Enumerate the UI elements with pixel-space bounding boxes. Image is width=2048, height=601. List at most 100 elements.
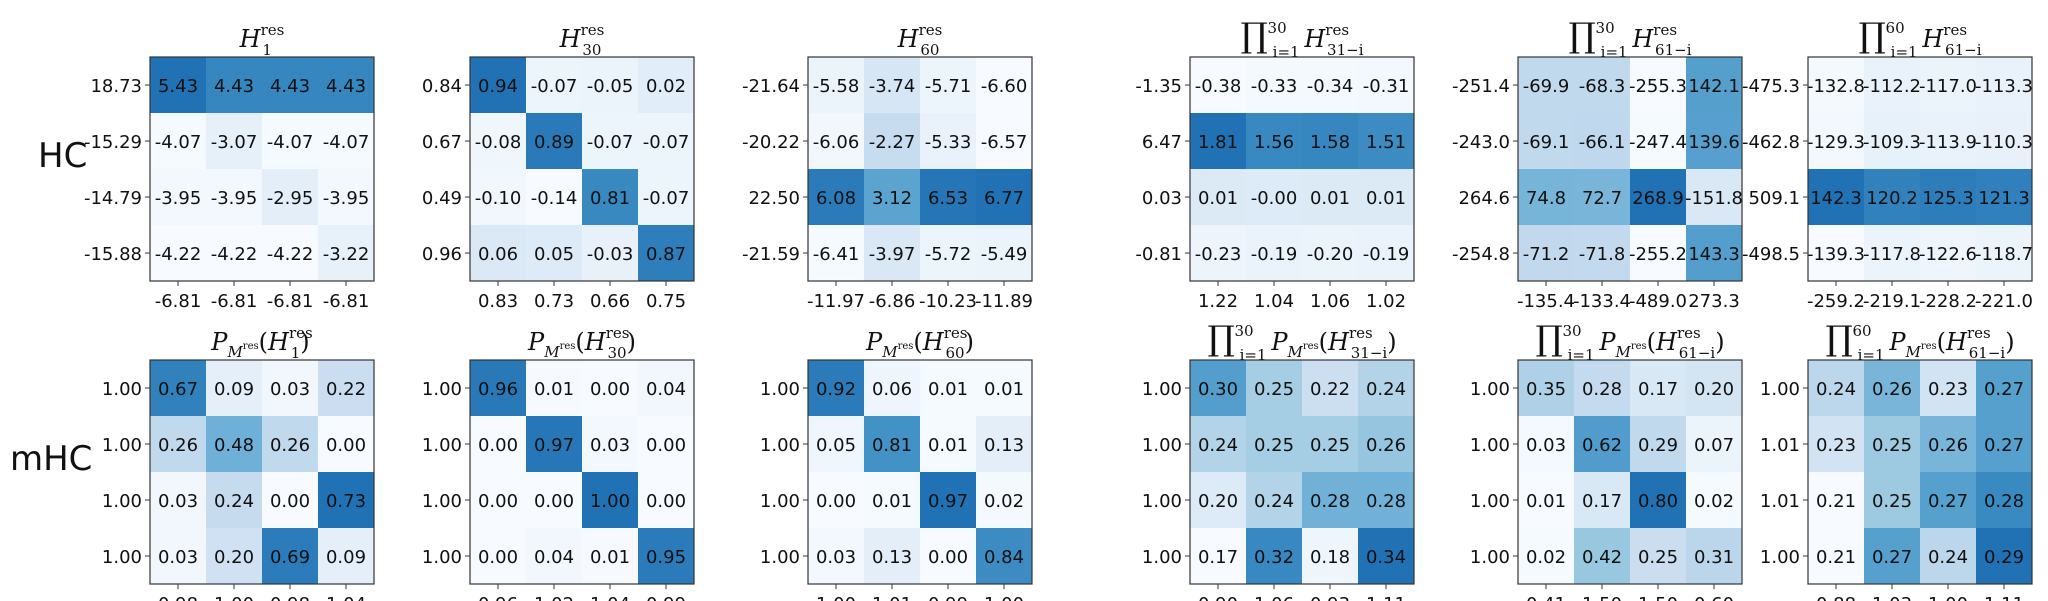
cell-value-label: 0.97 <box>534 435 574 456</box>
row-sum-label: 1.00 <box>1142 435 1182 456</box>
heatmap-cell <box>206 169 262 225</box>
col-sum-label: 1.04 <box>590 594 630 601</box>
heatmap-cell <box>920 113 976 169</box>
cell-value-label: -151.8 <box>1685 188 1743 209</box>
cell-value-label: -0.20 <box>1307 244 1354 265</box>
cell-value-label: -0.14 <box>531 188 578 209</box>
heatmap-cell <box>1808 360 1864 416</box>
cell-value-label: -109.3 <box>1863 132 1921 153</box>
cell-value-label: 0.28 <box>1582 379 1622 400</box>
cell-value-label: 0.25 <box>1638 547 1678 568</box>
heatmap-cell <box>262 472 318 528</box>
cell-value-label: -117.8 <box>1863 244 1921 265</box>
cell-value-label: 4.43 <box>214 76 254 97</box>
col-sum-label: 0.99 <box>646 594 686 601</box>
cell-value-label: -69.1 <box>1523 132 1570 153</box>
cell-value-label: -66.1 <box>1579 132 1626 153</box>
cell-value-label: -2.27 <box>869 132 916 153</box>
heatmap-cell <box>864 416 920 472</box>
heatmap-cell <box>470 225 526 281</box>
heatmap-cell <box>864 169 920 225</box>
col-sum-label: -259.2 <box>1807 291 1865 312</box>
heatmap-cell <box>920 472 976 528</box>
cell-value-label: -4.22 <box>211 244 258 265</box>
heatmap-cell <box>150 57 206 113</box>
col-sum-label: 1.00 <box>816 594 856 601</box>
heatmap-cell <box>470 528 526 584</box>
heatmap-cell <box>470 360 526 416</box>
heatmap-cell <box>1518 416 1574 472</box>
panel-title: ∏30 i=1 PMres(Hres 61−i) <box>1535 319 1724 364</box>
heatmap-cell <box>864 472 920 528</box>
heatmap-cell <box>582 113 638 169</box>
cell-value-label: 0.05 <box>534 244 574 265</box>
cell-value-label: 0.04 <box>534 547 574 568</box>
cell-value-label: -5.71 <box>925 76 972 97</box>
cell-value-label: 0.25 <box>1872 491 1912 512</box>
cell-value-label: 0.01 <box>1198 188 1238 209</box>
cell-value-label: 0.21 <box>1816 491 1856 512</box>
heatmap-cell <box>1864 57 1920 113</box>
cell-value-label: -71.8 <box>1579 244 1626 265</box>
cell-value-label: -0.05 <box>587 76 634 97</box>
row-sum-label: 509.1 <box>1748 188 1800 209</box>
cell-value-label: 142.3 <box>1810 188 1862 209</box>
cell-value-label: 0.01 <box>1366 188 1406 209</box>
heatmap-cell <box>1574 113 1630 169</box>
heatmap-cell <box>1864 416 1920 472</box>
cell-value-label: 0.01 <box>590 547 630 568</box>
col-sum-label: 1.22 <box>1198 291 1238 312</box>
cell-value-label: 0.02 <box>984 491 1024 512</box>
cell-value-label: 0.92 <box>816 379 856 400</box>
heatmap-cell <box>1574 169 1630 225</box>
heatmap-cell <box>638 113 694 169</box>
heatmap-frame <box>1189 56 1415 282</box>
cell-value-label: -139.3 <box>1807 244 1865 265</box>
cell-value-label: -4.07 <box>155 132 202 153</box>
heatmap-cell <box>582 57 638 113</box>
heatmap-cell <box>318 113 374 169</box>
heatmap-panel: -132.8-112.2-117.0-113.3 -129.3-109.3-113… <box>1742 16 2033 312</box>
cell-value-label: 0.00 <box>590 379 630 400</box>
heatmap-cell <box>1574 416 1630 472</box>
heatmap-cell <box>920 416 976 472</box>
row-sum-label: -1.35 <box>1135 76 1182 97</box>
cell-value-label: 0.25 <box>1254 379 1294 400</box>
heatmap-frame <box>469 56 695 282</box>
heatmap-cell <box>582 225 638 281</box>
heatmap-cell <box>1302 57 1358 113</box>
heatmap-cell <box>864 57 920 113</box>
heatmap-cell <box>470 472 526 528</box>
cell-value-label: 0.00 <box>646 491 686 512</box>
heatmap-panel: -69.9 -68.3 -255.3 142.1 -69.1 -66.1 -247.4 139… <box>1452 16 1743 312</box>
col-sum-label: 0.88 <box>1816 594 1856 601</box>
heatmap-cell <box>206 416 262 472</box>
row-sum-label: 0.67 <box>422 132 462 153</box>
heatmap-cell <box>808 416 864 472</box>
cell-value-label: 0.00 <box>270 491 310 512</box>
row-sum-label: -0.81 <box>1135 244 1182 265</box>
heatmap-cell <box>1302 360 1358 416</box>
heatmap-panel: 5.43 4.43 4.43 4.43 -4.07 -3.07 -4.07 -4.07 -3.9… <box>84 21 375 312</box>
heatmap-cell <box>1686 57 1742 113</box>
cell-value-label: -113.9 <box>1919 132 1977 153</box>
cell-value-label: 0.05 <box>816 435 856 456</box>
col-sum-label: -6.86 <box>869 291 916 312</box>
panel-title: ∏30 i=1 Hres 31−i <box>1240 16 1363 61</box>
cell-value-label: -122.6 <box>1919 244 1977 265</box>
row-label-hc: HC <box>38 136 87 176</box>
heatmap-cell <box>206 57 262 113</box>
heatmap-cell <box>1246 416 1302 472</box>
row-sum-label: 0.03 <box>1142 188 1182 209</box>
cell-value-label: 0.27 <box>1872 547 1912 568</box>
cell-value-label: 0.89 <box>534 132 574 153</box>
row-sum-label: 18.73 <box>90 76 142 97</box>
cell-value-label: 6.77 <box>984 188 1024 209</box>
heatmap-cell <box>582 472 638 528</box>
col-sum-label: 1.04 <box>1254 291 1294 312</box>
heatmap-cell <box>1358 113 1414 169</box>
row-sum-label: -21.64 <box>742 76 800 97</box>
row-sum-label: 1.00 <box>1142 547 1182 568</box>
heatmap-cell <box>808 113 864 169</box>
cell-value-label: 0.00 <box>478 435 518 456</box>
